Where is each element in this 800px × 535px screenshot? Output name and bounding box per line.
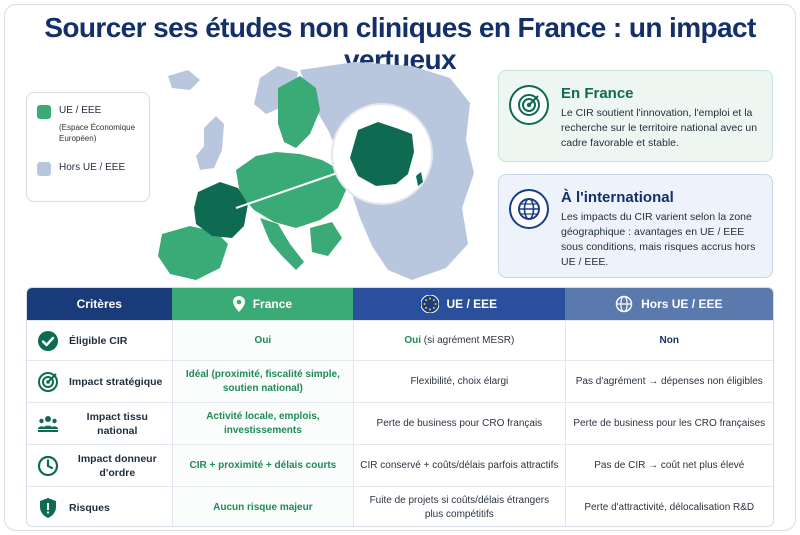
row-eu-value: Fuite de projets si coûts/délais étrange…	[353, 487, 564, 526]
row-criteria: Impact stratégique	[27, 361, 172, 402]
target-icon	[37, 371, 59, 393]
header-criteria: Critères	[27, 288, 172, 320]
row-eu-value-note: (si agrément MESR)	[423, 334, 515, 346]
europe-map	[158, 62, 474, 280]
legend-eu-swatch	[37, 105, 51, 119]
row-criteria: Impact tissu national	[27, 403, 172, 444]
row-non-eu-value: Perte de business pour les CRO française…	[564, 403, 773, 444]
row-eu-value: CIR conservé + coûts/délais parfois attr…	[353, 445, 564, 486]
header-france-label: France	[252, 297, 293, 311]
row-criteria-label: Impact stratégique	[69, 375, 163, 388]
table-row: Impact tissu national Activité locale, e…	[27, 402, 773, 444]
table-row: Impact stratégique Idéal (proximité, fis…	[27, 360, 773, 402]
row-non-eu-value: Non	[564, 321, 773, 360]
eu-flag-icon	[420, 295, 439, 313]
row-france-value: CIR + proximité + délais courts	[171, 445, 354, 486]
row-france-value: Idéal (proximité, fiscalité simple, sout…	[171, 361, 354, 402]
map-non-eu-north	[254, 66, 298, 114]
header-eu: UE / EEE	[353, 288, 565, 320]
row-eu-value: Flexibilité, choix élargi	[353, 361, 564, 402]
row-criteria-label: Impact tissu national	[86, 410, 148, 437]
map-eu-south	[260, 218, 304, 270]
map-scandinavia	[278, 76, 320, 148]
international-box-title: À l'international	[561, 189, 674, 206]
row-criteria: Risques	[27, 487, 172, 526]
header-eu-label: UE / EEE	[446, 297, 498, 311]
france-box-text: Le CIR soutient l'innovation, l'emploi e…	[561, 107, 758, 149]
location-pin-icon	[232, 296, 245, 312]
target-icon	[509, 85, 549, 125]
comparison-table: Critères France UE / EEE Hors UE / EEE	[26, 287, 774, 527]
legend-non-eu: Hors UE / EEE	[37, 162, 141, 176]
map-iberia	[158, 226, 228, 280]
map-france	[194, 182, 248, 238]
row-france-value: Activité locale, emplois, investissement…	[171, 403, 354, 444]
shield-alert-icon	[37, 497, 59, 519]
check-circle-icon	[37, 330, 59, 352]
row-criteria: Éligible CIR	[27, 321, 172, 360]
header-non-eu-label: Hors UE / EEE	[641, 297, 723, 311]
zoom-connector	[235, 169, 347, 209]
row-eu-value-strong: Oui	[404, 334, 421, 346]
map-uk	[196, 116, 224, 170]
international-box-text: Les impacts du CIR varient selon la zone…	[561, 211, 756, 268]
header-france: France	[171, 288, 354, 320]
legend-non-eu-swatch	[37, 162, 51, 176]
row-france-value: Aucun risque majeur	[171, 487, 354, 526]
row-criteria-label: Impact donneur d'ordre	[77, 452, 157, 479]
map-legend: UE / EEE (Espace Économique Européen) Ho…	[26, 92, 150, 202]
page-frame	[4, 4, 796, 531]
row-criteria: Impact donneur d'ordre	[27, 445, 172, 486]
legend-eu-note-2: Européen)	[59, 134, 97, 143]
row-eu-value: Perte de business pour CRO français	[353, 403, 564, 444]
table-row: Impact donneur d'ordre CIR + proximité +…	[27, 444, 773, 486]
header-non-eu: Hors UE / EEE	[564, 288, 773, 320]
globe-icon	[509, 189, 549, 229]
row-criteria-label: Risques	[69, 501, 110, 514]
legend-eu: UE / EEE	[37, 105, 141, 119]
globe-icon	[615, 295, 633, 313]
people-icon	[37, 413, 59, 435]
table-row: Risques Aucun risque majeur Fuite de pro…	[27, 486, 773, 526]
legend-eu-note-1: (Espace Économique	[59, 123, 136, 132]
france-info-box: En France Le CIR soutient l'innovation, …	[498, 70, 773, 162]
corsica-shape	[416, 172, 423, 186]
table-header: Critères France UE / EEE Hors UE / EEE	[27, 288, 773, 320]
france-zoom-shape	[350, 122, 414, 186]
international-info-box: À l'international Les impacts du CIR var…	[498, 174, 773, 278]
row-non-eu-value: Perte d'attractivité, délocalisation R&D	[564, 487, 773, 526]
map-eu-greece	[310, 222, 342, 256]
row-criteria-label: Éligible CIR	[69, 334, 128, 347]
table-row: Éligible CIR Oui Oui (si agrément MESR) …	[27, 320, 773, 360]
legend-eu-label: UE / EEE	[59, 105, 102, 116]
map-iceland	[168, 70, 200, 90]
legend-non-eu-label: Hors UE / EEE	[59, 162, 126, 173]
row-france-value: Oui	[171, 321, 354, 360]
header-criteria-label: Critères	[76, 297, 122, 311]
row-non-eu-value: Pas d'agrément → dépenses non éligibles	[564, 361, 773, 402]
row-eu-value: Oui (si agrément MESR)	[353, 321, 564, 360]
france-box-title: En France	[561, 85, 634, 102]
clock-icon	[37, 455, 59, 477]
row-non-eu-value: Pas de CIR → coût net plus élevé	[564, 445, 773, 486]
